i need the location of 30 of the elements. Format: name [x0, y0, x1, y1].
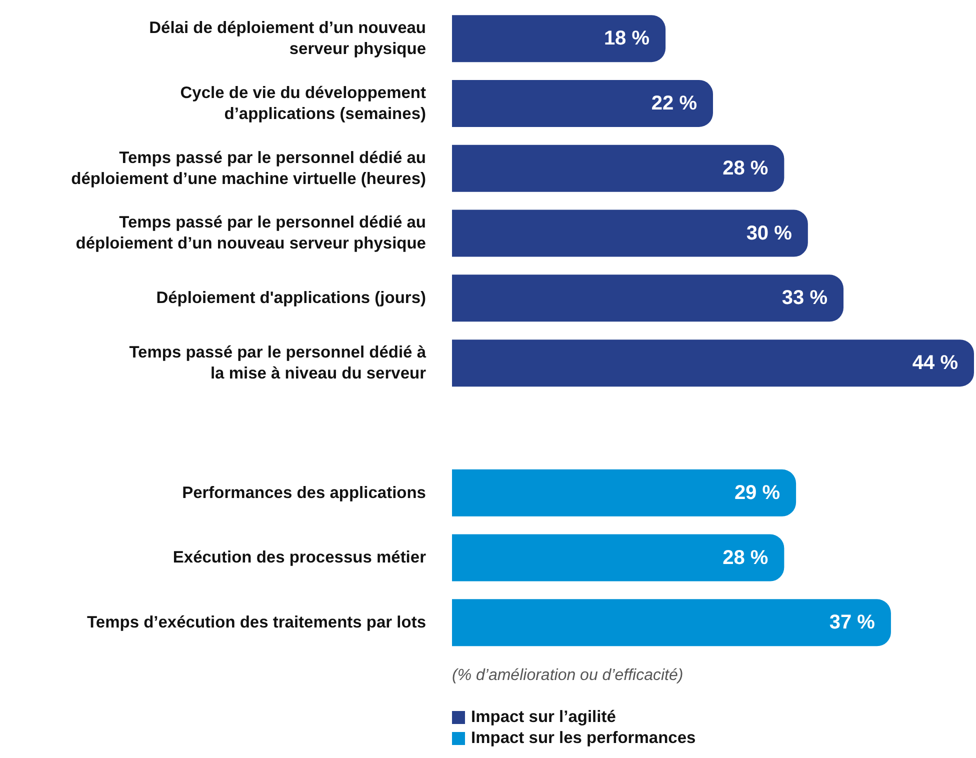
y-tick-label: Déploiement d'applications (jours): [156, 289, 426, 308]
y-tick-label: Temps passé par le personnel dédié au déploiement d’un nouveau serveur physique: [76, 214, 426, 253]
bar: [452, 80, 713, 127]
data-label: 29 %: [734, 482, 780, 504]
y-tick-label: Performances des applications: [182, 484, 426, 502]
bar: [452, 210, 808, 257]
bar: [452, 599, 891, 646]
legend-label: Impact sur l’agilité: [471, 708, 616, 727]
bar: [452, 15, 666, 62]
data-label: 37 %: [829, 612, 876, 634]
bar: [452, 144, 784, 192]
bar: [452, 469, 796, 516]
bar: [452, 340, 974, 387]
data-label: 28 %: [722, 546, 768, 569]
legend-label: Impact sur les performances: [471, 729, 696, 748]
bar: [452, 534, 784, 582]
y-tick-label: Temps passé par le personnel dédié au déploiement d’une machine virtuelle (heures): [71, 148, 426, 188]
data-label: 30 %: [746, 222, 792, 244]
y-tick-label: Exécution des processus métier: [172, 548, 427, 567]
bar: [452, 274, 844, 322]
data-label: 28 %: [722, 157, 768, 180]
y-tick-label: Temps d’exécution des traitements par lots: [87, 614, 426, 632]
data-label: 44 %: [912, 352, 958, 374]
data-label: 33 %: [782, 287, 828, 310]
y-tick-label: Cycle de vie du développement d’applications (semaines): [180, 84, 426, 123]
y-tick-label: Temps passé par le personnel dédié à la mise à niveau du serveur: [129, 343, 427, 382]
data-label: 18 %: [604, 28, 650, 50]
data-label: 22 %: [651, 92, 698, 114]
y-tick-label: Délai de déploiement d’un nouveau serveur physique: [149, 18, 426, 58]
text: (% d’amélioration ou d’efficacité): [452, 667, 684, 685]
